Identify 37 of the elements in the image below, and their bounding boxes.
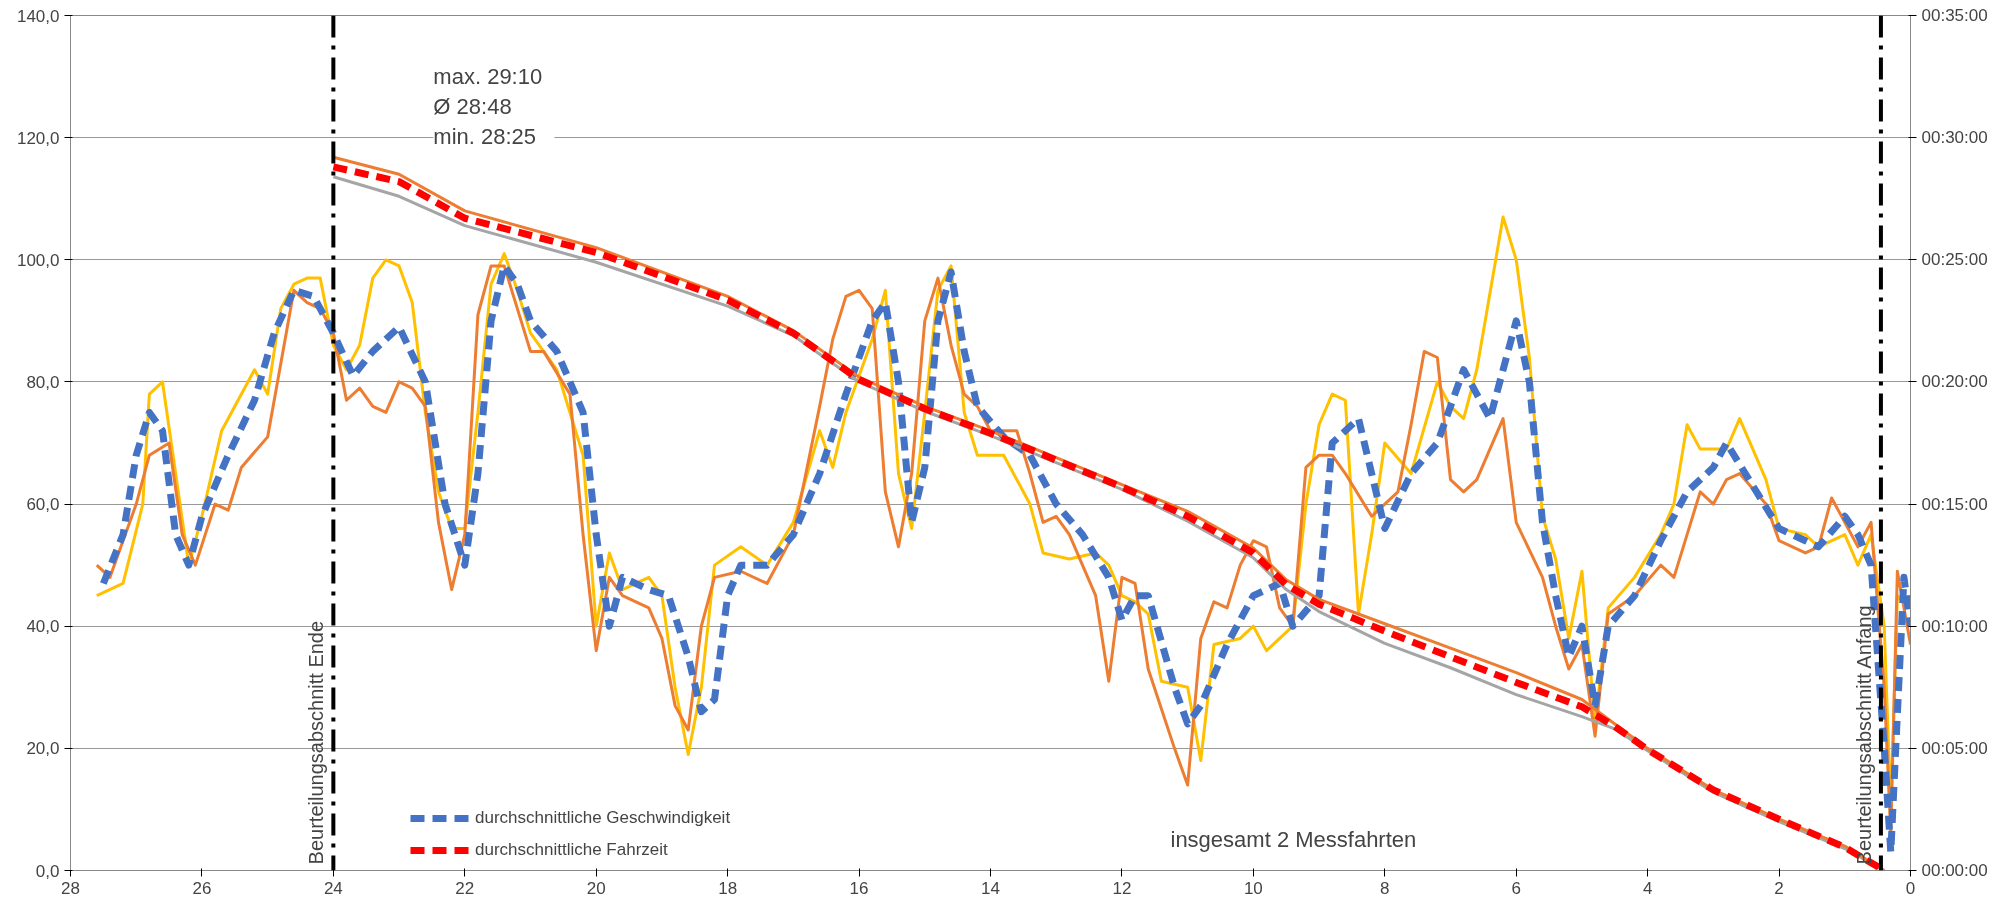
legend-label: durchschnittliche Fahrzeit: [475, 840, 668, 860]
annotation: insgesamt 2 Messfahrten: [1170, 827, 1417, 853]
x-tick-label: 18: [718, 878, 738, 898]
y-tick-label: 120,0: [16, 128, 60, 148]
x-tick-label: 24: [323, 878, 343, 898]
y-tick-label: 60,0: [26, 495, 60, 515]
legend-label: durchschnittliche Geschwindigkeit: [475, 808, 731, 828]
y2-tick-label: 00:35:00: [1921, 6, 1988, 25]
y2-tick-label: 00:10:00: [1921, 616, 1988, 636]
y-tick-label: 100,0: [16, 250, 60, 270]
y2-tick-label: 00:05:00: [1921, 738, 1988, 758]
x-tick-label: 10: [1243, 878, 1263, 898]
x-tick-label: 16: [849, 878, 869, 898]
annotation: max. 29:10 Ø 28:48 min. 28:25: [433, 64, 543, 150]
y-tick-label: 80,0: [26, 372, 60, 392]
y2-tick-label: 00:20:00: [1921, 372, 1988, 392]
x-tick-label: 22: [455, 878, 475, 898]
y-tick-label: 40,0: [26, 617, 60, 637]
x-tick-label: 4: [1642, 878, 1653, 898]
x-tick-label: 2: [1774, 878, 1784, 898]
x-tick-label: 12: [1112, 878, 1132, 898]
x-tick-label: 8: [1380, 878, 1390, 898]
ref-line-label: Beurteilungsabschnitt Ende: [305, 620, 328, 865]
x-tick-label: 6: [1511, 878, 1521, 898]
ref-line-label: Beurteilungsabschnitt Anfang: [1852, 605, 1875, 865]
y2-tick-label: 00:30:00: [1921, 128, 1988, 148]
y2-tick-label: 00:25:00: [1921, 250, 1988, 270]
y-tick-label: 20,0: [26, 739, 60, 759]
x-tick-label: 0: [1905, 878, 1916, 898]
y-tick-label: 0,0: [35, 861, 60, 881]
y2-tick-label: 00:00:00: [1921, 861, 1988, 880]
x-tick-label: 26: [192, 878, 212, 898]
x-tick-label: 20: [586, 878, 606, 898]
x-tick-label: 28: [61, 878, 80, 898]
x-tick-label: 14: [981, 878, 1000, 898]
y2-tick-label: 00:15:00: [1921, 494, 1988, 514]
y-tick-label: 140,0: [16, 6, 60, 26]
